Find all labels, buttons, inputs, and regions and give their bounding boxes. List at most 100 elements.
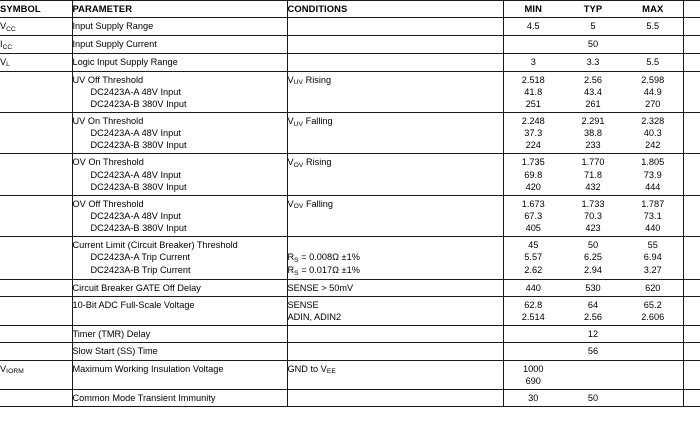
- cell-conditions: VOV Rising: [286, 153, 503, 196]
- table-row: Slow Start (SS) Time 56 ms: [0, 342, 700, 361]
- cell-max: [623, 325, 683, 343]
- cell-units: kV/µs: [682, 388, 700, 408]
- cell-typ: 64 2.56: [563, 296, 623, 326]
- cell-max: 65.2 2.606: [623, 296, 683, 326]
- electrical-characteristics-table: SYMBOL PARAMETER CONDITIONS MIN TYP MAX …: [0, 0, 700, 408]
- cell-max: [623, 35, 683, 54]
- cell-symbol: [0, 342, 72, 361]
- cell-conditions: VUV Rising: [286, 70, 503, 113]
- column-header-conditions: CONDITIONS: [286, 0, 503, 18]
- cell-typ: 50 6.25 2.94: [563, 236, 623, 280]
- cell-min: [502, 325, 563, 343]
- table-row: UV Off Threshold DC2423A-A 48V Input DC242…: [0, 70, 700, 113]
- cell-min: 2.248 37.3 224: [502, 112, 563, 154]
- cell-typ: 2.56 43.4 261: [563, 70, 623, 113]
- cell-parameter: UV On Threshold DC2423A-A 48V Input DC2423…: [71, 112, 287, 154]
- cell-units: ms: [682, 342, 700, 361]
- table-row: UV On Threshold DC2423A-A 48V Input DC2423…: [0, 112, 700, 154]
- cell-min: 1.673 67.3 405: [502, 194, 563, 237]
- cell-max: 1.805 73.9 444: [623, 153, 683, 196]
- cell-max: 5.5: [623, 17, 683, 36]
- cell-max: 2.328 40.3 242: [623, 112, 683, 154]
- cell-symbol: [0, 236, 72, 280]
- cell-parameter: Timer (TMR) Delay: [71, 325, 287, 343]
- cell-units: VVV: [682, 112, 700, 154]
- column-header-units: UNITS: [682, 0, 700, 18]
- cell-min: 1000 690: [502, 359, 563, 390]
- cell-conditions: SENSE ADIN, ADIN2: [286, 296, 503, 326]
- cell-parameter: Input Supply Current: [71, 35, 287, 54]
- cell-conditions: [286, 325, 503, 343]
- cell-units: VVV: [682, 70, 700, 113]
- cell-parameter: Logic Input Supply Range: [71, 52, 287, 72]
- cell-units: V: [682, 17, 700, 36]
- cell-parameter: UV Off Threshold DC2423A-A 48V Input DC242…: [71, 70, 287, 113]
- cell-units: ms: [682, 325, 700, 343]
- table-row: OV On Threshold DC2423A-A 48V Input DC2423…: [0, 153, 700, 196]
- cell-symbol: [0, 388, 72, 408]
- cell-min: 2.518 41.8 251: [502, 70, 563, 113]
- cell-min: 3: [502, 52, 563, 72]
- cell-min: 62.8 2.514: [502, 296, 563, 326]
- cell-symbol: [0, 112, 72, 154]
- cell-parameter: Circuit Breaker GATE Off Delay: [71, 278, 287, 297]
- cell-min: 45 5.57 2.62: [502, 236, 563, 280]
- cell-units: mA: [682, 35, 700, 54]
- cell-typ: 5: [563, 17, 623, 36]
- cell-typ: 50: [563, 35, 623, 54]
- cell-max: 620: [623, 278, 683, 297]
- cell-conditions: [286, 388, 503, 408]
- cell-symbol: VIORM: [0, 359, 72, 390]
- cell-units: VVV: [682, 194, 700, 237]
- cell-parameter: Maximum Working Insulation Voltage: [71, 359, 287, 390]
- cell-min: 1.735 69.8 420: [502, 153, 563, 196]
- cell-units: mVAA: [682, 236, 700, 280]
- cell-max: [623, 388, 683, 408]
- table-row: VIORM Maximum Working Insulation Voltage G…: [0, 359, 700, 390]
- cell-max: 1.787 73.1 440: [623, 194, 683, 237]
- cell-conditions: VOV Falling: [286, 194, 503, 237]
- column-header-parameter: PARAMETER: [71, 0, 287, 18]
- cell-typ: 50: [563, 388, 623, 408]
- cell-symbol: ICC: [0, 35, 72, 54]
- header-row: SYMBOL PARAMETER CONDITIONS MIN TYP MAX …: [0, 0, 700, 18]
- cell-typ: 3.3: [563, 52, 623, 72]
- cell-symbol: [0, 70, 72, 113]
- cell-symbol: [0, 153, 72, 196]
- cell-typ: 530: [563, 278, 623, 297]
- cell-symbol: [0, 296, 72, 326]
- cell-conditions: [286, 35, 503, 54]
- column-header-typ: TYP: [563, 0, 623, 18]
- cell-max: 55 6.94 3.27: [623, 236, 683, 280]
- table-header: SYMBOL PARAMETER CONDITIONS MIN TYP MAX …: [0, 0, 700, 18]
- cell-conditions: SENSE > 50mV: [286, 278, 503, 297]
- cell-conditions: GND to VEE: [286, 359, 503, 390]
- cell-min: [502, 342, 563, 361]
- cell-parameter: Input Supply Range: [71, 17, 287, 36]
- cell-symbol: VCC: [0, 17, 72, 36]
- cell-min: 30: [502, 388, 563, 408]
- cell-typ: 1.733 70.3 423: [563, 194, 623, 237]
- cell-units: µs: [682, 278, 700, 297]
- table-row: Circuit Breaker GATE Off Delay SENSE > 50…: [0, 278, 700, 297]
- cell-units: VDCVRMS: [682, 359, 700, 390]
- cell-max: [623, 342, 683, 361]
- cell-units: mVV: [682, 296, 700, 326]
- cell-parameter: OV Off Threshold DC2423A-A 48V Input DC242…: [71, 194, 287, 237]
- cell-typ: [563, 359, 623, 390]
- cell-min: 4.5: [502, 17, 563, 36]
- cell-max: 2.598 44.9 270: [623, 70, 683, 113]
- cell-conditions: RS = 0.008Ω ±1% RS = 0.017Ω ±1%: [286, 236, 503, 280]
- cell-conditions: [286, 17, 503, 36]
- cell-max: 5.5: [623, 52, 683, 72]
- column-header-symbol: SYMBOL: [0, 0, 72, 18]
- cell-conditions: [286, 52, 503, 72]
- cell-symbol: [0, 194, 72, 237]
- cell-units: V: [682, 52, 700, 72]
- cell-parameter: Slow Start (SS) Time: [71, 342, 287, 361]
- cell-max: [623, 359, 683, 390]
